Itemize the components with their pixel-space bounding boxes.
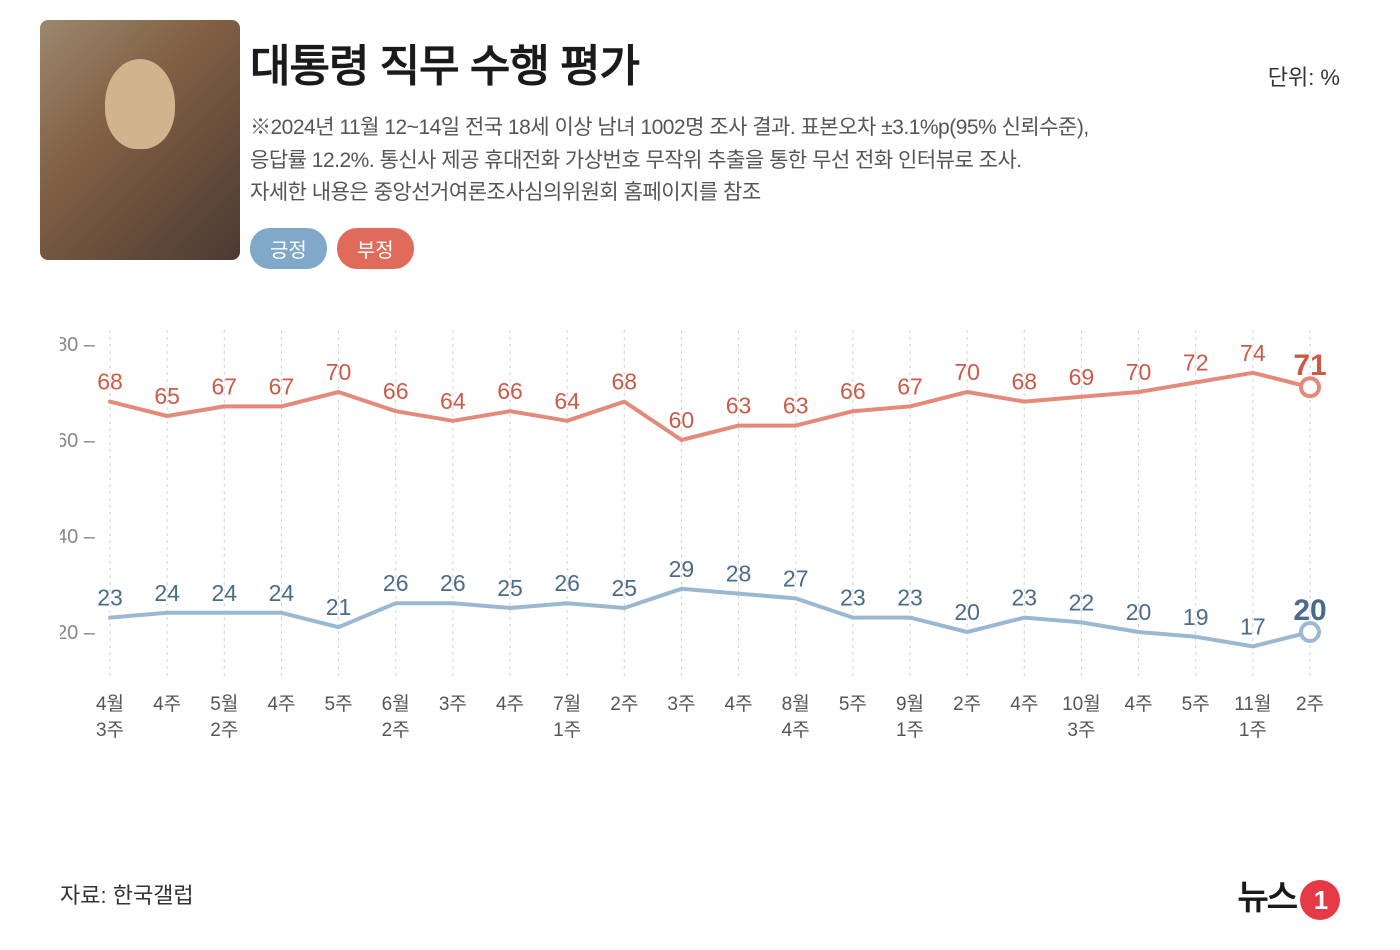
svg-text:9월: 9월 xyxy=(896,693,924,715)
svg-text:3주: 3주 xyxy=(667,694,695,715)
svg-text:66: 66 xyxy=(497,378,523,404)
svg-text:66: 66 xyxy=(840,378,866,404)
legend: 긍정 부정 xyxy=(250,228,1340,269)
svg-text:70: 70 xyxy=(954,359,980,385)
svg-text:24: 24 xyxy=(154,580,180,606)
svg-text:40 –: 40 – xyxy=(60,526,96,548)
svg-text:68: 68 xyxy=(611,369,637,395)
subtitle-line: 응답률 12.2%. 통신사 제공 휴대전화 가상번호 무작위 추출을 통한 무… xyxy=(250,145,1340,178)
svg-text:4주: 4주 xyxy=(1125,694,1153,715)
svg-text:11월: 11월 xyxy=(1234,693,1271,715)
logo-badge: 1 xyxy=(1300,880,1340,920)
svg-text:3주: 3주 xyxy=(1067,720,1095,741)
svg-text:8월: 8월 xyxy=(782,693,810,715)
svg-text:20 –: 20 – xyxy=(60,622,96,644)
svg-text:65: 65 xyxy=(154,383,180,409)
svg-text:5주: 5주 xyxy=(839,694,867,715)
svg-text:63: 63 xyxy=(726,393,752,419)
svg-text:24: 24 xyxy=(269,580,295,606)
data-source: 자료: 한국갤럽 xyxy=(60,878,194,910)
unit-label: 단위: % xyxy=(1268,60,1340,92)
survey-description: ※2024년 11월 12~14일 전국 18세 이상 남녀 1002명 조사 … xyxy=(250,112,1340,210)
svg-text:26: 26 xyxy=(554,570,580,596)
svg-text:66: 66 xyxy=(383,378,409,404)
svg-text:19: 19 xyxy=(1183,604,1209,630)
svg-text:28: 28 xyxy=(726,561,752,587)
svg-text:1주: 1주 xyxy=(896,720,924,741)
logo-text: 뉴스 xyxy=(1237,879,1296,917)
svg-text:24: 24 xyxy=(211,580,237,606)
legend-positive: 긍정 xyxy=(250,228,327,269)
svg-text:25: 25 xyxy=(611,575,637,601)
header: 대통령 직무 수행 평가 ※2024년 11월 12~14일 전국 18세 이상… xyxy=(250,30,1340,269)
svg-text:2주: 2주 xyxy=(610,694,638,715)
svg-text:26: 26 xyxy=(383,570,409,596)
svg-text:63: 63 xyxy=(783,393,809,419)
svg-text:74: 74 xyxy=(1240,340,1266,366)
svg-text:7월: 7월 xyxy=(553,693,581,715)
svg-text:6월: 6월 xyxy=(382,693,410,715)
subtitle-line: 자세한 내용은 중앙선거여론조사심의위원회 홈페이지를 참조 xyxy=(250,177,1340,210)
svg-text:2주: 2주 xyxy=(953,694,981,715)
infographic-container: 대통령 직무 수행 평가 ※2024년 11월 12~14일 전국 18세 이상… xyxy=(0,0,1400,950)
svg-text:26: 26 xyxy=(440,570,466,596)
svg-text:1주: 1주 xyxy=(553,720,581,741)
svg-text:22: 22 xyxy=(1069,589,1095,615)
subtitle-line: ※2024년 11월 12~14일 전국 18세 이상 남녀 1002명 조사 … xyxy=(250,112,1340,145)
legend-negative: 부정 xyxy=(337,228,414,269)
svg-text:1주: 1주 xyxy=(1239,720,1267,741)
svg-text:5월: 5월 xyxy=(210,693,238,715)
svg-text:3주: 3주 xyxy=(439,694,467,715)
svg-text:20: 20 xyxy=(1293,594,1326,627)
svg-text:5주: 5주 xyxy=(325,694,353,715)
svg-text:68: 68 xyxy=(1011,369,1037,395)
svg-text:67: 67 xyxy=(269,373,295,399)
chart-svg: 20 – 40 – 60 – 80 – 4월 3주 4주 5월 2주 4주 5주 6월 2주 3주 4주 7월… xyxy=(60,300,1340,760)
svg-text:2주: 2주 xyxy=(1296,694,1324,715)
svg-text:29: 29 xyxy=(669,556,695,582)
svg-text:10월: 10월 xyxy=(1062,693,1101,715)
svg-text:64: 64 xyxy=(440,388,466,414)
svg-text:25: 25 xyxy=(497,575,523,601)
svg-text:60 –: 60 – xyxy=(60,430,96,452)
svg-text:72: 72 xyxy=(1183,349,1209,375)
portrait-photo xyxy=(40,20,240,260)
svg-text:68: 68 xyxy=(97,369,123,395)
svg-text:4주: 4주 xyxy=(267,694,295,715)
svg-text:23: 23 xyxy=(897,585,923,611)
svg-text:71: 71 xyxy=(1293,349,1326,382)
svg-text:67: 67 xyxy=(897,373,923,399)
svg-text:2주: 2주 xyxy=(382,720,410,741)
svg-text:4주: 4주 xyxy=(725,694,753,715)
svg-text:23: 23 xyxy=(97,585,123,611)
svg-text:27: 27 xyxy=(783,565,809,591)
news-logo: 뉴스1 xyxy=(1237,870,1340,920)
svg-text:4주: 4주 xyxy=(153,694,181,715)
svg-text:67: 67 xyxy=(211,373,237,399)
svg-text:4주: 4주 xyxy=(496,694,524,715)
svg-text:4주: 4주 xyxy=(782,720,810,741)
svg-text:23: 23 xyxy=(840,585,866,611)
svg-text:20: 20 xyxy=(1126,599,1152,625)
svg-text:20: 20 xyxy=(954,599,980,625)
svg-text:70: 70 xyxy=(1126,359,1152,385)
svg-text:64: 64 xyxy=(554,388,580,414)
svg-text:4월: 4월 xyxy=(96,693,124,715)
svg-text:3주: 3주 xyxy=(96,720,124,741)
svg-text:21: 21 xyxy=(326,594,352,620)
svg-text:60: 60 xyxy=(669,407,695,433)
chart-title: 대통령 직무 수행 평가 xyxy=(250,30,1340,94)
svg-text:5주: 5주 xyxy=(1182,694,1210,715)
svg-text:69: 69 xyxy=(1069,364,1095,390)
svg-text:17: 17 xyxy=(1240,613,1266,639)
line-chart: 20 – 40 – 60 – 80 – 4월 3주 4주 5월 2주 4주 5주 6월 2주 3주 4주 7월… xyxy=(60,300,1340,760)
svg-text:80 –: 80 – xyxy=(60,334,96,356)
svg-text:23: 23 xyxy=(1011,585,1037,611)
svg-text:4주: 4주 xyxy=(1010,694,1038,715)
svg-text:70: 70 xyxy=(326,359,352,385)
svg-text:2주: 2주 xyxy=(210,720,238,741)
